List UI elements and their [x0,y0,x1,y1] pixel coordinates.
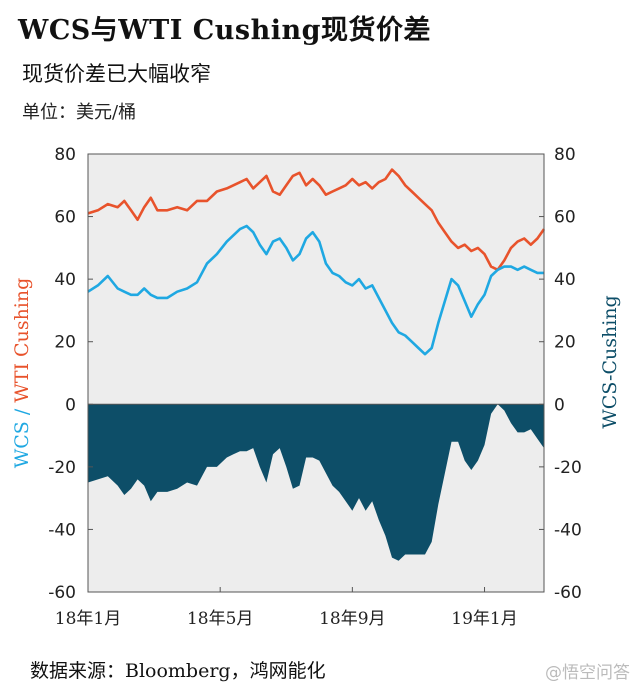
y-tick-label-right: 0 [554,395,565,415]
x-tick-label: 19年1月 [451,609,517,629]
y-tick-label-left: 40 [54,270,76,290]
chart-svg: -60 -60 -40 -40 -20 -20 0 0 20 20 40 40 60 60 80 80 18年1… [11,145,621,629]
y-tick-label-left: 20 [54,333,76,353]
y-tick-label-right: -40 [554,520,582,540]
data-source: 数据来源：Bloomberg，鸿网能化 [30,660,326,682]
y-label-slash: / [11,403,33,421]
series-line-wcs [87,224,544,356]
y-tick-label-left: -60 [48,583,76,603]
series-line-wti-cushing [87,168,546,272]
chart-subtitle: 现货价差已大幅收窄 [22,62,211,86]
x-tick-label: 18年5月 [187,609,253,629]
y-tick-label-right: -20 [554,458,582,478]
axes-layer: -60 -60 -40 -40 -20 -20 0 0 20 20 40 40 60 60 80 80 18年1… [48,145,582,629]
x-tick-label: 18年9月 [319,609,385,629]
unit-label: 单位：美元/桶 [22,102,137,123]
y-tick-label-left: 0 [65,395,76,415]
y-axis-label-left: WCS / WTI Cushing [11,278,33,469]
plot-frame [87,153,545,593]
y-label-wcs: WCS [11,421,33,468]
watermark: @悟空问答 [545,663,630,683]
series-layer [87,168,546,561]
x-tick-label: 18年1月 [55,609,121,629]
y-tick-label-left: 80 [54,145,76,165]
y-tick-label-right: 20 [554,333,576,353]
y-tick-label-right: 60 [554,208,576,228]
y-axis-label-right: WCS-Cushing [599,295,621,428]
y-tick-label-left: 60 [54,208,76,228]
y-label-wti: WTI Cushing [11,278,33,403]
y-tick-label-right: 80 [554,145,576,165]
series-area-wcs-cushing [88,404,544,561]
y-tick-label-left: -20 [48,458,76,478]
y-tick-label-left: -40 [48,520,76,540]
plot-background [88,154,544,592]
y-tick-label-right: -60 [554,583,582,603]
chart-title: WCS与WTI Cushing现货价差 [18,15,431,46]
y-tick-label-right: 40 [554,270,576,290]
